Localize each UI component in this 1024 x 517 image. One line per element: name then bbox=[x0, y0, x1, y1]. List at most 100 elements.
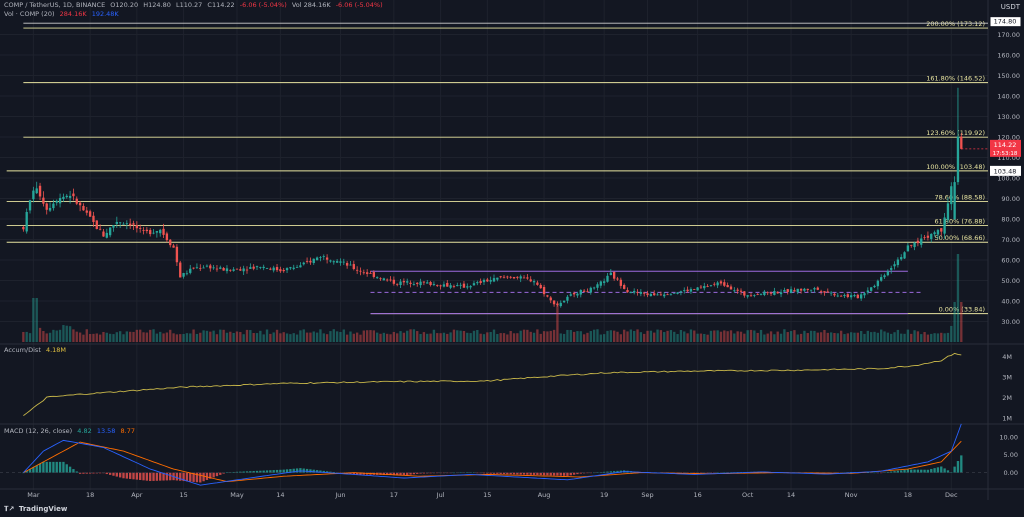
volume-bar bbox=[476, 329, 479, 342]
volume-bar bbox=[456, 330, 459, 342]
macd-label[interactable]: MACD (12, 26, close) bbox=[4, 427, 73, 435]
volume-bar bbox=[576, 331, 579, 342]
candle-body bbox=[676, 292, 679, 294]
ad-label[interactable]: Accum/Dist bbox=[4, 346, 41, 354]
candle-body bbox=[940, 228, 943, 232]
volume-bar bbox=[466, 332, 469, 342]
volume-bar bbox=[222, 329, 225, 342]
volume-bar bbox=[876, 332, 880, 342]
macd-histogram-bar bbox=[129, 472, 132, 479]
macd-legend[interactable]: MACD (12, 26, close) 4.82 13.58 8.77 bbox=[4, 427, 138, 435]
volume-bar bbox=[913, 330, 916, 342]
candle-body bbox=[232, 269, 235, 271]
volume-bar bbox=[352, 333, 355, 342]
macd-histogram-bar bbox=[940, 466, 943, 473]
volume-bar bbox=[706, 334, 709, 342]
volume-bar bbox=[653, 332, 656, 342]
candle-body bbox=[509, 276, 512, 278]
symbol-name[interactable]: COMP / TetherUS, 1D, BINANCE bbox=[4, 1, 106, 9]
candle-body bbox=[152, 232, 155, 234]
macd-histogram-bar bbox=[916, 469, 920, 473]
candle-body bbox=[275, 267, 279, 271]
candle-body bbox=[866, 290, 870, 293]
symbol-legend[interactable]: COMP / TetherUS, 1D, BINANCE O120.20 H12… bbox=[4, 1, 386, 9]
volume-bar bbox=[853, 332, 856, 342]
macd-histogram-bar bbox=[359, 472, 362, 475]
volume-bar bbox=[809, 330, 813, 342]
volume-bar bbox=[219, 329, 222, 342]
volume-bar bbox=[910, 333, 913, 342]
volume-bar bbox=[923, 332, 926, 342]
macd-histogram-bar bbox=[112, 472, 115, 476]
volume-bar bbox=[549, 330, 552, 342]
price-tick-label: 150.00 bbox=[997, 72, 1020, 80]
tradingview-logo[interactable]: 𝐓↗ TradingView bbox=[4, 505, 67, 514]
volume-bar bbox=[108, 333, 112, 342]
candle-body bbox=[482, 279, 486, 283]
volume-bar bbox=[55, 330, 58, 342]
volume-bar bbox=[362, 330, 365, 342]
candle-body bbox=[853, 295, 856, 297]
macd-histogram-bar bbox=[352, 472, 355, 475]
volume-bar bbox=[289, 334, 292, 342]
candle-body bbox=[753, 295, 756, 296]
ad-legend[interactable]: Accum/Dist 4.18M bbox=[4, 346, 69, 354]
volume-bar bbox=[82, 334, 85, 342]
volume-bar bbox=[342, 329, 345, 342]
volume-bar bbox=[492, 329, 496, 342]
candle-body bbox=[799, 288, 803, 291]
volume-bar bbox=[726, 331, 729, 342]
volume-bar bbox=[673, 331, 676, 342]
fib-level-label: 61.80% (76.88) bbox=[934, 217, 985, 225]
candle-body bbox=[25, 211, 28, 232]
macd-histogram-bar bbox=[62, 461, 65, 473]
candle-body bbox=[890, 268, 893, 270]
macd-histogram-bar bbox=[222, 472, 225, 474]
candle-body bbox=[783, 290, 786, 292]
macd-histogram-bar bbox=[255, 470, 259, 473]
candle-body bbox=[235, 268, 239, 270]
volume-bar bbox=[619, 334, 623, 342]
candle-body bbox=[733, 290, 736, 292]
volume-legend[interactable]: Vol · COMP (20) 284.16K 192.48K bbox=[4, 10, 122, 18]
macd-histogram-bar bbox=[903, 469, 906, 473]
volume-bar bbox=[135, 329, 139, 342]
candle-body bbox=[75, 198, 78, 204]
time-tick-label: 14 bbox=[276, 491, 284, 499]
candle-body bbox=[950, 186, 953, 205]
candle-body bbox=[48, 207, 52, 211]
macd-histogram-bar bbox=[950, 472, 953, 473]
volume-bar bbox=[839, 330, 843, 342]
macd-histogram-bar bbox=[476, 472, 479, 474]
volume-bar bbox=[152, 329, 155, 342]
candle-body bbox=[419, 281, 422, 286]
macd-histogram-bar bbox=[886, 471, 890, 473]
candle-body bbox=[743, 291, 746, 296]
candle-body bbox=[839, 295, 843, 297]
price-tick-label: 60.00 bbox=[1001, 257, 1020, 265]
volume-bar bbox=[893, 332, 896, 342]
volume-bar bbox=[926, 334, 930, 342]
time-tick-label: Oct bbox=[742, 491, 754, 499]
volume-bar bbox=[676, 334, 679, 342]
volume-bar bbox=[382, 332, 386, 342]
candle-body bbox=[736, 289, 739, 291]
volume-bar bbox=[519, 330, 522, 342]
candle-body bbox=[185, 273, 189, 275]
macd-histogram-bar bbox=[569, 472, 572, 476]
macd-histogram-bar bbox=[285, 469, 289, 473]
candle-body bbox=[199, 267, 202, 269]
volume-bar bbox=[192, 329, 195, 342]
macd-histogram-bar bbox=[960, 455, 963, 473]
volume-bar bbox=[275, 329, 279, 342]
volume-bar bbox=[646, 330, 649, 342]
candle-body bbox=[319, 257, 322, 258]
candle-body bbox=[349, 264, 352, 266]
candle-body bbox=[499, 276, 502, 278]
volume-indicator-name[interactable]: Vol · COMP (20) bbox=[4, 10, 55, 18]
currency-label: USDT bbox=[1000, 3, 1020, 11]
volume-bar bbox=[596, 329, 599, 342]
candle-body bbox=[82, 205, 85, 211]
candle-body bbox=[182, 273, 185, 277]
